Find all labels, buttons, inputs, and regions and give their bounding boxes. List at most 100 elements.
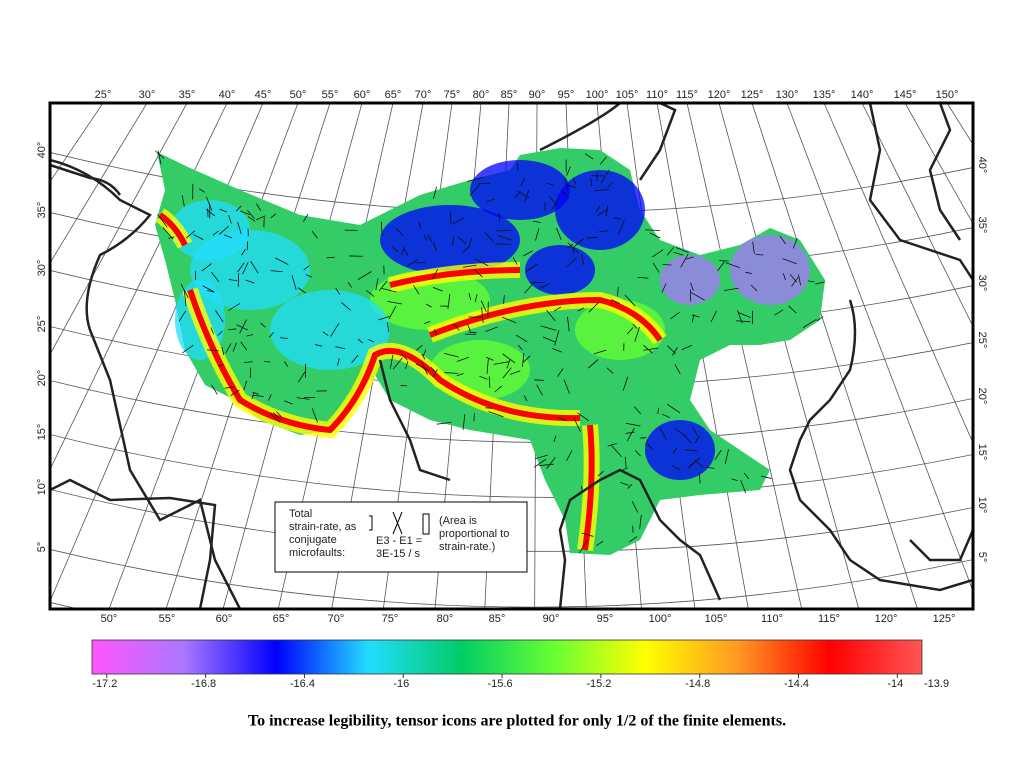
tensor-icon	[494, 385, 502, 393]
tensor-icon	[245, 279, 255, 284]
tensor-icon	[210, 327, 214, 335]
tensor-icon	[599, 230, 609, 232]
tensor-icon	[815, 281, 825, 285]
tensor-icon	[634, 326, 640, 342]
tensor-icon	[535, 228, 540, 241]
tensor-icon	[405, 361, 409, 369]
tensor-icon	[449, 211, 452, 225]
legend-text: strain-rate, as	[289, 521, 357, 533]
tensor-icon	[335, 287, 341, 295]
tensor-icon	[378, 315, 390, 321]
tensor-icon	[502, 353, 516, 364]
colorbar-tick-label: -15.6	[488, 678, 513, 690]
tensor-icon	[605, 205, 609, 216]
tensor-icon	[178, 310, 187, 322]
top-degree-label: 125°	[741, 89, 764, 101]
tensor-icon	[611, 299, 620, 304]
left-degree-label: 10°	[36, 479, 48, 496]
tensor-icon	[247, 216, 256, 222]
tensor-icon	[533, 458, 547, 468]
tensor-icon	[714, 449, 722, 461]
tensor-icon	[502, 316, 517, 324]
tensor-icon	[691, 314, 695, 323]
tensor-icon	[567, 242, 580, 254]
legend-icon	[369, 515, 373, 531]
tensor-icon	[546, 457, 556, 470]
meridian	[861, 103, 973, 328]
tensor-icon	[479, 375, 488, 380]
tensor-icon	[432, 369, 438, 378]
tensor-icon	[534, 379, 545, 381]
tensor-icon	[577, 307, 585, 312]
left-degree-label: 35°	[36, 202, 48, 219]
tensor-icon	[357, 338, 363, 344]
tensor-icon	[690, 292, 705, 301]
tensor-icon	[402, 246, 409, 257]
tensor-icon	[538, 463, 554, 467]
tensor-icon	[745, 271, 752, 274]
tensor-icon	[719, 260, 729, 262]
tensor-icon	[468, 293, 472, 301]
bottom-degree-label: 105°	[705, 613, 728, 625]
top-degree-label: 90°	[529, 89, 546, 101]
tensor-icon	[634, 406, 642, 415]
colorbar-tick-label: -14.4	[784, 678, 809, 690]
tensor-icon	[330, 323, 340, 337]
top-degree-label: 140°	[851, 89, 874, 101]
tensor-icon	[474, 294, 478, 303]
tensor-icon	[260, 322, 266, 328]
tensor-icon	[563, 379, 570, 394]
meridian	[50, 103, 148, 264]
left-degree-label: 30°	[36, 260, 48, 277]
tensor-icon	[246, 334, 254, 337]
tensor-icon	[168, 236, 175, 239]
tensor-icon	[549, 196, 558, 206]
tensor-icon	[564, 177, 568, 190]
tensor-icon	[606, 367, 614, 374]
tensor-icon	[488, 376, 491, 388]
meridian	[50, 103, 188, 356]
tensor-icon	[626, 327, 634, 335]
tensor-icon	[652, 262, 660, 273]
tensor-icon	[211, 271, 220, 283]
tensor-icon	[270, 270, 283, 273]
tensor-icon	[675, 247, 689, 254]
colorbar-tick-label: -17.2	[92, 678, 117, 690]
tensor-icon	[423, 321, 431, 325]
tensor-icon	[275, 257, 289, 265]
right-degree-label: 30°	[976, 275, 988, 292]
tensor-icon	[692, 427, 698, 436]
tensor-icon	[219, 208, 228, 213]
tensor-icon	[666, 403, 681, 414]
tensor-icon	[774, 309, 784, 316]
strain-patch	[525, 245, 595, 295]
tensor-icon	[182, 344, 194, 354]
tensor-icon	[625, 422, 641, 427]
tensor-icon	[631, 501, 639, 513]
tensor-icon	[584, 153, 594, 160]
legend-box	[274, 501, 528, 573]
top-degree-label: 25°	[95, 89, 112, 101]
coastline	[928, 103, 962, 241]
tensor-icon	[252, 391, 259, 395]
tensor-icon	[552, 348, 563, 353]
parallel	[50, 380, 973, 443]
tensor-icon	[228, 278, 238, 282]
tensor-icon	[481, 307, 484, 323]
tensor-icon	[626, 427, 635, 442]
tensor-icon	[627, 484, 633, 489]
tensor-icon	[406, 259, 419, 267]
top-degree-label: 80°	[473, 89, 490, 101]
coastline	[868, 103, 973, 281]
legend-text: E3 - E1 =	[376, 535, 422, 547]
top-degree-label: 105°	[616, 89, 639, 101]
tensor-icon	[622, 376, 629, 391]
tensor-icon	[534, 454, 548, 460]
tensor-icon	[401, 353, 408, 361]
tensor-icon	[705, 466, 715, 469]
tensor-icon	[205, 208, 216, 217]
tensor-icon	[250, 261, 259, 274]
legend-text: conjugate	[289, 534, 337, 546]
tensor-icon	[436, 421, 452, 425]
